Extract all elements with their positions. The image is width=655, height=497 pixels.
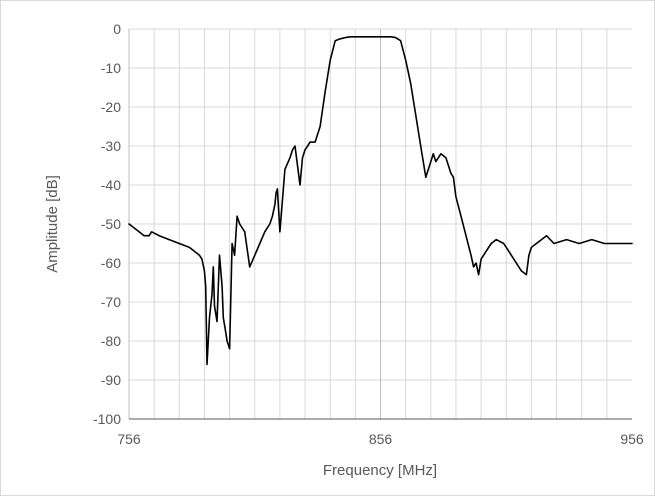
x-tick-label: 756 (117, 431, 141, 447)
grid (129, 28, 632, 419)
y-tick-label: 0 (113, 21, 121, 37)
x-tick-label: 956 (620, 431, 644, 447)
series-line (128, 35, 633, 366)
y-tick-label: -100 (93, 411, 121, 427)
series-layer (128, 35, 633, 366)
y-tick-label: -70 (101, 294, 121, 310)
y-axis-title: Amplitude [dB] (44, 175, 61, 273)
y-tick-label: -80 (101, 333, 121, 349)
y-tick-label: -40 (101, 177, 121, 193)
y-tick-label: -50 (101, 216, 121, 232)
y-tick-label: -60 (101, 255, 121, 271)
y-tick-label: -20 (101, 99, 121, 115)
y-tick-label: -90 (101, 372, 121, 388)
x-axis-title: Frequency [MHz] (323, 462, 437, 479)
tick-labels: 0 -10 -20 -30 -40 -50 -60 -70 -80 -90 -100 756 856 95… (93, 21, 644, 447)
y-tick-label: -30 (101, 138, 121, 154)
y-tick-label: -10 (101, 60, 121, 76)
x-tick-label: 856 (369, 431, 393, 447)
